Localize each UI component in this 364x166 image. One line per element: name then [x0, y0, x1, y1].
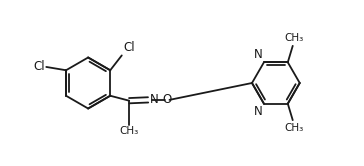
Text: O: O: [162, 93, 172, 106]
Text: CH₃: CH₃: [285, 33, 304, 42]
Text: CH₃: CH₃: [119, 126, 139, 136]
Text: N: N: [149, 93, 158, 106]
Text: Cl: Cl: [123, 41, 135, 54]
Text: CH₃: CH₃: [285, 124, 304, 133]
Text: Cl: Cl: [33, 60, 45, 73]
Text: N: N: [254, 48, 262, 61]
Text: N: N: [254, 105, 262, 118]
